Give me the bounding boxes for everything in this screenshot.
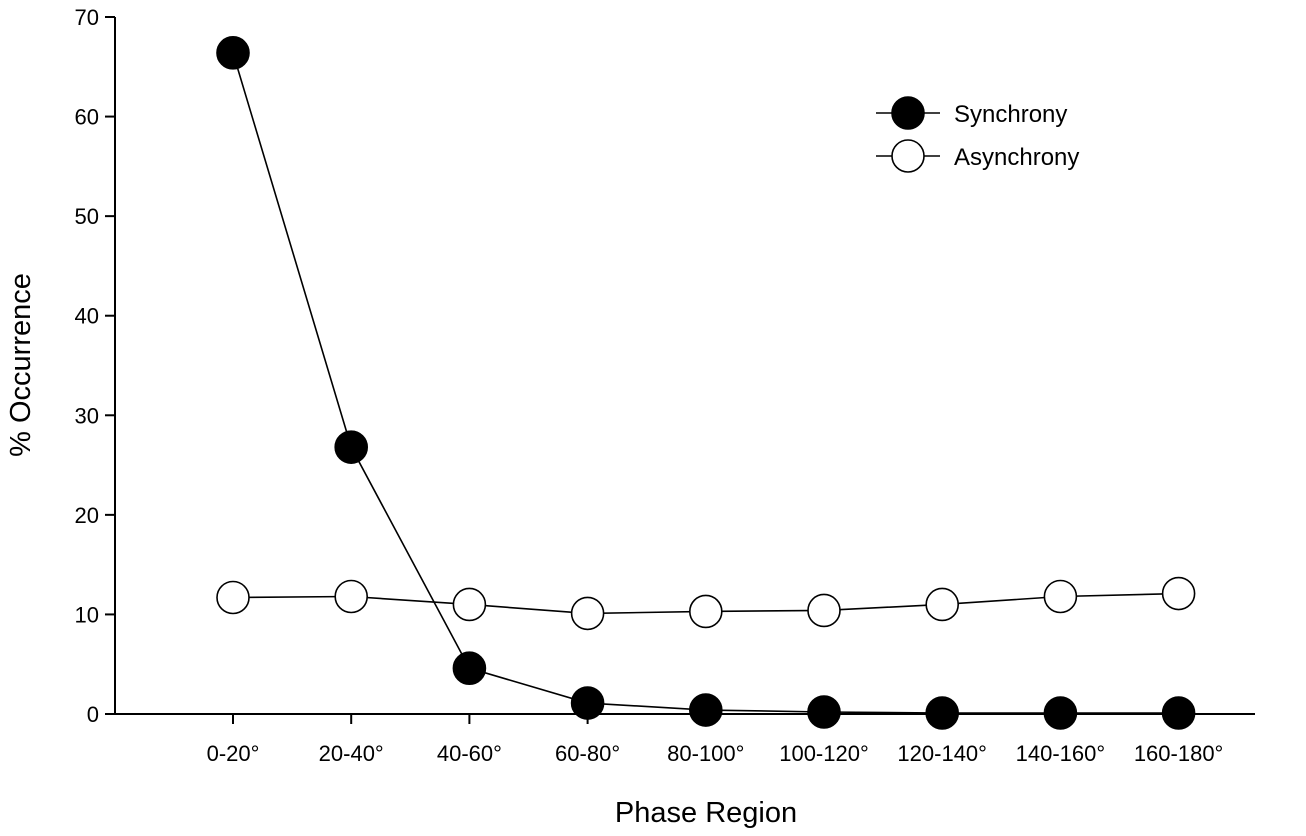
data-point-asynchrony bbox=[334, 579, 369, 614]
x-tick-label: 140-160° bbox=[1016, 741, 1106, 766]
y-tick-label: 40 bbox=[75, 304, 99, 329]
legend-marker bbox=[891, 139, 925, 173]
series-asynchrony bbox=[216, 576, 1196, 631]
legend-label: Synchrony bbox=[954, 101, 1067, 128]
x-tick-label: 20-40° bbox=[319, 741, 384, 766]
y-tick-label: 20 bbox=[75, 503, 99, 528]
legend-item-asynchrony: Asynchrony bbox=[876, 139, 1079, 173]
x-tick-label: 60-80° bbox=[555, 741, 620, 766]
y-tick-label: 10 bbox=[75, 602, 99, 627]
y-tick-label: 70 bbox=[75, 5, 99, 30]
y-tick-label: 0 bbox=[87, 702, 99, 727]
data-point-asynchrony bbox=[570, 596, 605, 631]
x-tick-label: 80-100° bbox=[667, 741, 744, 766]
x-axis-title: Phase Region bbox=[615, 797, 797, 829]
y-tick-label: 60 bbox=[75, 105, 99, 130]
legend: Synchrony Asynchrony bbox=[876, 96, 1079, 173]
data-point-asynchrony bbox=[1043, 579, 1078, 614]
x-axis: 0-20° 20-40° 40-60° 60-80° 80-100° 100-120° 12… bbox=[115, 713, 1255, 766]
data-point-asynchrony bbox=[1161, 576, 1196, 611]
series-synchrony bbox=[216, 36, 1196, 730]
series-layer bbox=[216, 36, 1196, 730]
data-point-asynchrony bbox=[807, 593, 841, 628]
data-point-asynchrony bbox=[216, 580, 250, 615]
x-tick-label: 100-120° bbox=[779, 741, 869, 766]
x-tick-label: 40-60° bbox=[437, 741, 502, 766]
y-axis-title: % Occurrence bbox=[5, 273, 37, 457]
data-point-asynchrony bbox=[925, 587, 960, 622]
x-tick-label: 0-20° bbox=[207, 741, 260, 766]
y-tick-label: 50 bbox=[75, 204, 99, 229]
data-point-synchrony bbox=[570, 686, 605, 720]
data-point-asynchrony bbox=[452, 587, 487, 622]
y-axis-ticks: 0 10 20 30 40 50 60 70 bbox=[75, 5, 115, 727]
y-tick-label: 30 bbox=[75, 403, 99, 428]
legend-item-synchrony: Synchrony bbox=[876, 96, 1067, 130]
data-point-synchrony bbox=[334, 430, 369, 464]
data-point-synchrony bbox=[452, 651, 487, 685]
data-point-synchrony bbox=[925, 696, 960, 730]
data-point-synchrony bbox=[688, 693, 723, 727]
y-axis: 0 10 20 30 40 50 60 70 bbox=[75, 5, 116, 727]
x-tick-label: 120-140° bbox=[897, 741, 987, 766]
data-point-synchrony bbox=[1043, 696, 1078, 730]
data-point-synchrony bbox=[216, 36, 250, 70]
data-point-asynchrony bbox=[688, 594, 723, 629]
x-tick-label: 160-180° bbox=[1134, 741, 1224, 766]
data-point-synchrony bbox=[807, 695, 841, 729]
legend-marker bbox=[891, 96, 925, 130]
data-point-synchrony bbox=[1161, 696, 1196, 730]
x-axis-ticks: 0-20° 20-40° 40-60° 60-80° 80-100° 100-120° 12… bbox=[207, 714, 1224, 766]
legend-label: Asynchrony bbox=[954, 144, 1079, 171]
